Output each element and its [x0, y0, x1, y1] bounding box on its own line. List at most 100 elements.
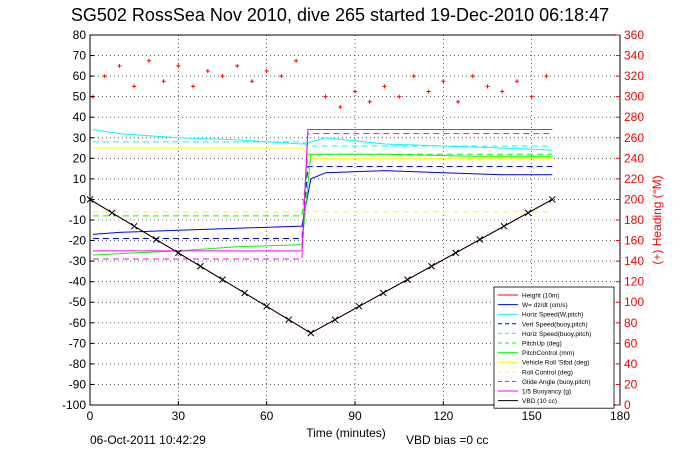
bottom-tick-label: 150	[522, 409, 542, 423]
legend-label-5: PitchUp (deg)	[522, 341, 562, 348]
left-tick-label: -10	[69, 213, 87, 227]
chart-title: SG502 RossSea Nov 2010, dive 265 started…	[71, 5, 609, 25]
heading-marker	[176, 63, 181, 68]
vbd-marker	[500, 222, 508, 230]
left-tick-label: -40	[69, 275, 87, 289]
footer-timestamp: 06-Oct-2011 10:42:29	[90, 433, 206, 447]
heading-marker	[249, 79, 254, 84]
left-tick-label: 0	[79, 192, 86, 206]
right-tick-label: 160	[624, 234, 644, 248]
legend-label-7: Vehicle Roll 'Stbd (deg)	[522, 360, 589, 367]
heading-marker	[338, 104, 343, 109]
series-layer	[89, 129, 553, 334]
vbd-bias-label: VBD bias =0 cc	[406, 433, 488, 447]
right-tick-label: 340	[624, 49, 644, 63]
right-tick-label: 260	[624, 131, 644, 145]
legend-label-9: Glide Angle (buoy,pitch)	[522, 379, 591, 386]
left-tick-label: 40	[73, 110, 87, 124]
bottom-tick-label: 120	[433, 409, 453, 423]
vbd-marker	[379, 289, 387, 297]
series-line-3	[92, 166, 553, 239]
legend-label-0: Height (10m)	[522, 293, 560, 300]
vbd-marker	[285, 316, 293, 324]
vbd-marker	[152, 236, 160, 243]
heading-marker	[382, 84, 387, 89]
series-line-4	[92, 141, 553, 147]
vbd-marker	[219, 276, 226, 283]
heading-markers	[90, 58, 549, 109]
heading-marker	[191, 84, 196, 89]
bottom-tick-label: 30	[172, 409, 186, 423]
left-tick-label: 50	[73, 90, 87, 104]
depth-markers	[86, 196, 556, 337]
heading-marker	[117, 63, 122, 68]
vbd-marker	[452, 249, 460, 257]
vbd-marker	[108, 209, 116, 217]
right-tick-label: 180	[624, 213, 644, 227]
right-tick-label: 220	[624, 172, 644, 186]
right-tick-label: 40	[624, 357, 638, 371]
vbd-marker	[241, 289, 248, 297]
legend-label-8: Roll Control (deg)	[522, 369, 573, 376]
legend-label-6: PitchControl (mm)	[522, 350, 574, 357]
heading-marker	[367, 99, 372, 104]
vbd-marker	[263, 302, 271, 310]
heading-marker	[132, 84, 137, 89]
legend-label-1: W= dz/dt (cm/s)	[522, 302, 568, 309]
heading-marker	[264, 68, 269, 73]
right-tick-label: 60	[624, 336, 638, 350]
legend-label-10: 1/5 Buoyancy (g)	[522, 389, 571, 396]
left-tick-label: -30	[69, 254, 87, 268]
right-tick-label: 280	[624, 110, 644, 124]
bottom-tick-label: 180	[610, 409, 630, 423]
series-line-9	[92, 133, 553, 260]
right-tick-label: 360	[624, 28, 644, 42]
heading-marker	[441, 79, 446, 84]
left-tick-label: 70	[73, 49, 87, 63]
vbd-marker	[524, 209, 532, 217]
series-line-11	[89, 199, 553, 334]
right-tick-label: 100	[624, 295, 644, 309]
heading-marker	[411, 74, 416, 79]
heading-marker	[544, 74, 549, 79]
bottom-tick-label: 90	[348, 409, 362, 423]
left-tick-label: -20	[69, 234, 87, 248]
bottom-tick-label: 0	[87, 409, 94, 423]
series-line-1	[92, 170, 553, 235]
vbd-marker	[355, 302, 363, 310]
heading-marker	[205, 68, 210, 73]
heading-marker	[161, 79, 166, 84]
x-axis-label: Time (minutes)	[306, 426, 386, 440]
left-tick-label: 10	[73, 172, 87, 186]
series-line-5	[92, 153, 553, 217]
series-line-10	[92, 129, 553, 252]
series-line-6	[92, 153, 553, 256]
bottom-axis: 0 30 60 90 120 150 180	[87, 401, 630, 423]
right-tick-label: 80	[624, 316, 638, 330]
legend-label-2: Horiz Speed(W,pitch)	[522, 312, 583, 319]
heading-marker	[514, 79, 519, 84]
heading-marker	[235, 63, 240, 68]
heading-marker	[485, 84, 490, 89]
legend-label-3: Vert Speed(buoy,pitch)	[522, 321, 588, 328]
heading-marker	[102, 74, 107, 79]
vbd-marker	[331, 316, 339, 324]
left-tick-label: -100	[62, 398, 86, 412]
right-tick-label: 140	[624, 254, 644, 268]
right-tick-label: 320	[624, 69, 644, 83]
left-tick-label: -50	[69, 295, 87, 309]
left-axis: -100-90-80-70-60-50-40-30-20-10010203040…	[62, 28, 94, 412]
heading-marker	[397, 94, 402, 99]
series-line-2	[92, 129, 553, 151]
right-tick-label: 200	[624, 192, 644, 206]
vbd-marker	[428, 262, 435, 270]
vbd-marker	[476, 236, 484, 243]
left-tick-label: 20	[73, 151, 87, 165]
left-tick-label: -90	[69, 377, 87, 391]
right-tick-label: 240	[624, 151, 644, 165]
left-tick-label: -60	[69, 316, 87, 330]
heading-marker	[353, 89, 357, 94]
legend-label-4: Horiz Speed(buoy,pitch)	[522, 331, 591, 338]
series-line-0	[89, 199, 553, 334]
